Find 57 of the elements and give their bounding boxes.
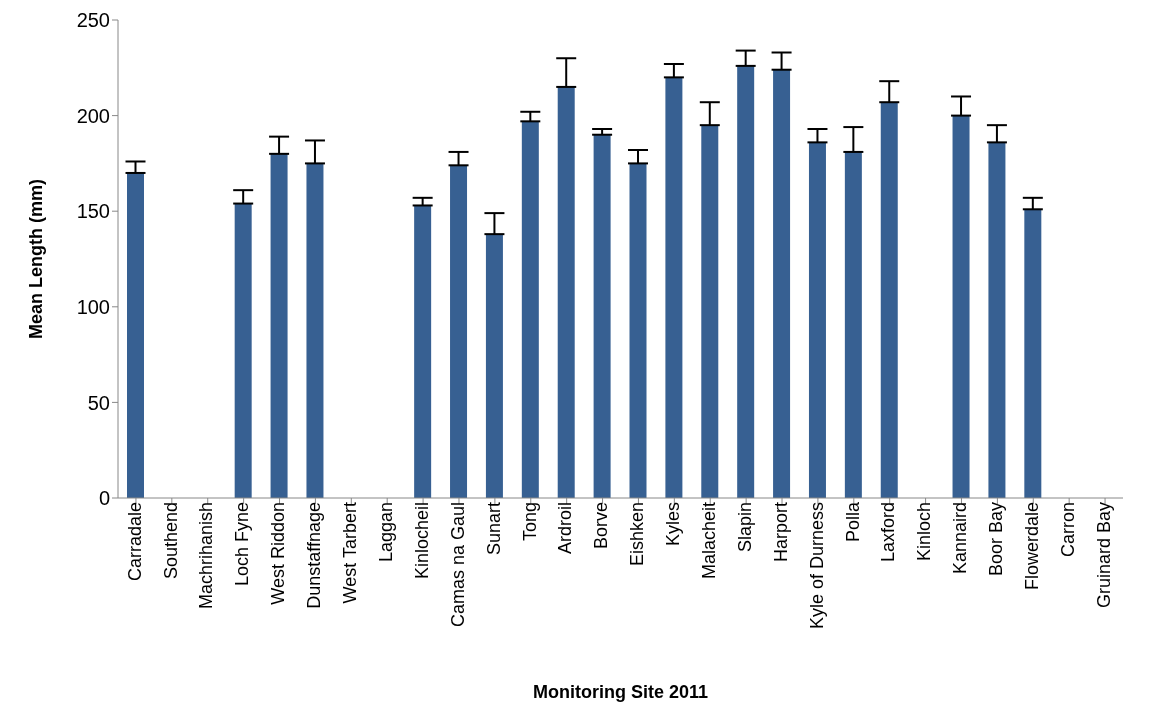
bar <box>593 134 611 498</box>
bar <box>737 65 755 498</box>
x-tick-label: Camas na Gaul <box>447 502 468 628</box>
x-tick-label: Southend <box>160 502 181 580</box>
y-tick-label: 250 <box>76 9 110 32</box>
bar <box>701 125 719 498</box>
bar <box>485 234 503 498</box>
x-tick-label: Carron <box>1057 502 1078 558</box>
x-tick-label: West Riddon <box>268 502 289 605</box>
bar <box>450 165 468 498</box>
bar <box>306 163 324 498</box>
x-tick-label: Kinloch <box>914 502 935 562</box>
x-tick-label: Laggan <box>375 502 396 563</box>
x-tick-label: Carradale <box>124 502 145 582</box>
x-tick-label: Tong <box>519 502 540 542</box>
bar <box>880 102 898 498</box>
bar <box>844 151 862 498</box>
bar <box>270 153 288 498</box>
bar <box>414 205 432 498</box>
bar <box>557 86 575 498</box>
x-tick-label: Borve <box>591 502 612 550</box>
bar <box>1024 209 1042 498</box>
x-axis-title: Monitoring Site 2011 <box>532 682 709 702</box>
x-tick-label: Polla <box>842 501 863 543</box>
x-tick-label: Slapin <box>734 502 755 553</box>
bar <box>629 163 647 498</box>
y-tick-label: 0 <box>98 487 110 510</box>
bar <box>808 142 826 498</box>
x-tick-label: Dunstaffnage <box>304 502 325 609</box>
x-tick-label: Laxford <box>878 502 899 563</box>
y-tick-label: 150 <box>76 200 110 223</box>
x-tick-label: Boor Bay <box>986 502 1007 577</box>
bar <box>521 121 539 498</box>
y-tick-label: 50 <box>87 391 110 414</box>
x-tick-label: Kyle of Durness <box>806 502 827 630</box>
x-tick-label: Kinlocheil <box>411 502 432 580</box>
x-tick-label: Loch Fyne <box>232 502 253 587</box>
bar <box>665 77 683 498</box>
x-tick-label: Harport <box>770 502 791 563</box>
bar <box>234 203 252 498</box>
y-axis-title: Mean Length (mm) <box>26 179 47 339</box>
x-tick-label: Sunart <box>483 502 504 556</box>
bar <box>952 115 970 498</box>
bar <box>127 172 144 498</box>
x-tick-label: West Tarbert <box>340 502 361 604</box>
x-tick-label: Gruinard Bay <box>1093 502 1114 609</box>
y-tick-label: 200 <box>76 104 110 127</box>
x-tick-label: Malacheit <box>699 502 720 580</box>
x-tick-label: Flowerdale <box>1022 502 1043 591</box>
x-tick-label: Eishken <box>627 502 648 567</box>
bar <box>988 142 1006 498</box>
bar <box>773 69 791 498</box>
x-tick-label: Kannaird <box>950 502 971 575</box>
x-tick-label: Ardroil <box>555 502 576 555</box>
x-tick-label: Kyles <box>663 502 684 547</box>
x-tick-label: Machrihanish <box>196 502 217 610</box>
y-tick-label: 100 <box>76 295 110 318</box>
